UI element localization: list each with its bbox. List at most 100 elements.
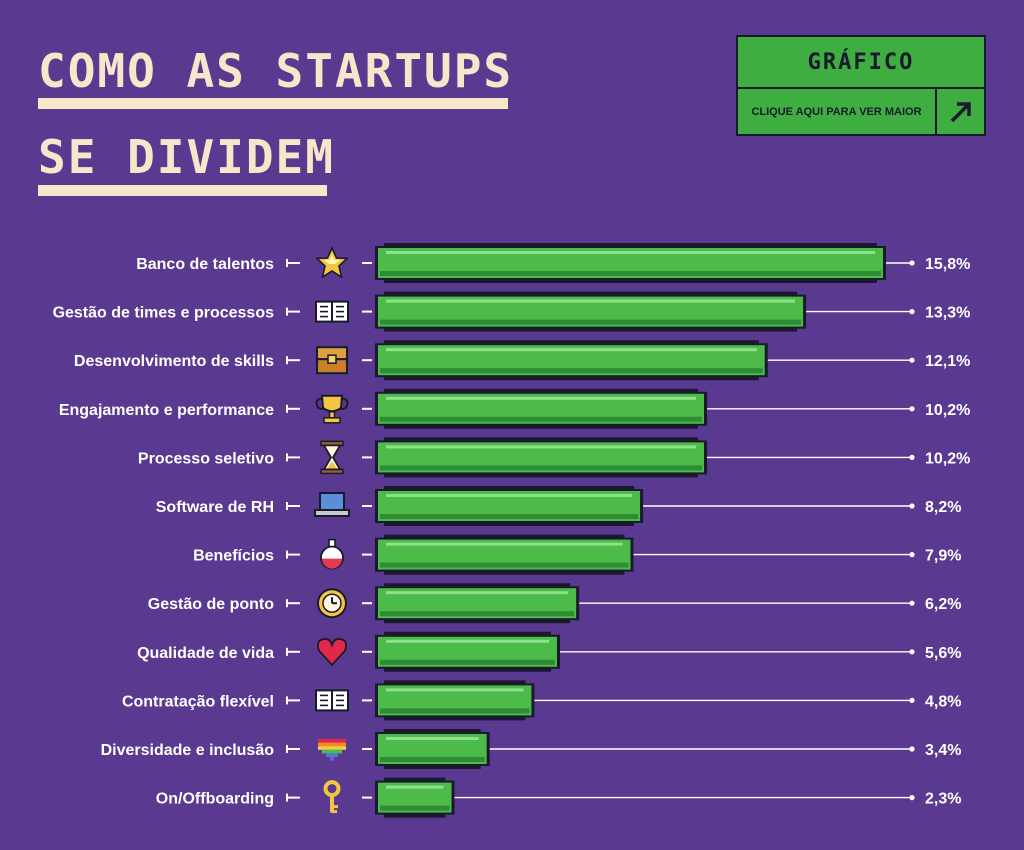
rainbow-stripe: [318, 739, 346, 743]
rainbow-stripe: [322, 749, 342, 754]
leader-dot: [909, 600, 915, 606]
value-label: 13,3%: [925, 305, 970, 322]
category-label: Gestão de ponto: [148, 596, 274, 613]
rainbow-stripe: [330, 757, 334, 761]
laptop-screen: [319, 492, 345, 511]
bar-highlight: [386, 639, 549, 643]
bar-highlight: [386, 299, 796, 303]
value-label: 7,9%: [925, 548, 961, 565]
view-larger-chart-button[interactable]: GRÁFICO CLIQUE AQUI PARA VER MAIOR: [736, 35, 986, 136]
category-label: Diversidade e inclusão: [101, 742, 275, 759]
bar-row: Diversidade e inclusão 3,4%: [101, 729, 961, 769]
star-shine: [324, 254, 340, 264]
key-head: [323, 780, 341, 798]
bar-highlight: [386, 396, 697, 400]
bar-row: Gestão de ponto 6,2%: [148, 583, 961, 624]
bar-highlight: [386, 688, 524, 692]
trophy-base: [323, 417, 341, 424]
rainbow-stripe: [318, 742, 346, 747]
value-label: 10,2%: [925, 402, 970, 419]
trophy-handle: [339, 397, 349, 410]
chest-lock: [327, 354, 337, 364]
clock-icon: [317, 588, 347, 619]
star-icon: [315, 246, 349, 279]
hourglass-glass: [322, 444, 342, 471]
arrow-up-right-icon[interactable]: [935, 89, 984, 134]
title-underline-2: [38, 185, 327, 196]
bar-row: Benefícios 7,9%: [193, 534, 961, 575]
leader-dot: [909, 260, 915, 266]
leader-dot: [909, 406, 915, 412]
bar-shadow: [380, 416, 703, 422]
leader-dot: [909, 746, 915, 752]
bar-highlight: [386, 591, 569, 595]
bar-shadow: [380, 562, 629, 568]
leader-dot: [909, 697, 915, 704]
leader-dot: [909, 503, 915, 509]
cta-title: GRÁFICO: [738, 37, 984, 89]
bar-highlight: [386, 348, 757, 352]
category-label: Banco de talentos: [136, 256, 274, 273]
category-label: On/Offboarding: [156, 791, 274, 808]
value-label: 3,4%: [925, 742, 961, 759]
potion-neck: [328, 538, 336, 548]
potion-icon: [320, 538, 344, 570]
bar-row: Processo seletivo 10,2%: [138, 437, 970, 478]
value-label: 2,3%: [925, 791, 961, 808]
bar-shadow: [380, 368, 763, 374]
bar-highlight: [386, 737, 479, 740]
trophy-cup: [320, 394, 344, 413]
value-label: 12,1%: [925, 353, 970, 370]
heart-icon: [316, 637, 348, 667]
bar-shadow: [380, 271, 881, 276]
trophy-handle: [315, 397, 325, 410]
value-label: 15,8%: [925, 256, 970, 273]
value-label: 4,8%: [925, 693, 961, 710]
book-icon: [315, 689, 349, 712]
hourglass-sand: [327, 461, 337, 469]
bar-shadow: [380, 757, 485, 762]
heart-shape: [316, 637, 348, 667]
leader-dot: [909, 454, 915, 460]
bar-shadow: [380, 805, 450, 811]
bar-row: Gestão de times e processos 13,3%: [53, 291, 970, 332]
bar-row: Desenvolvimento de skills 12,1%: [74, 340, 970, 381]
value-label: 8,2%: [925, 499, 961, 516]
potion-liquid: [322, 558, 342, 569]
value-label: 5,6%: [925, 645, 961, 662]
title-underline-1: [38, 98, 508, 109]
category-label: Qualidade de vida: [137, 645, 274, 662]
trophy-icon: [315, 394, 349, 424]
value-label: 10,2%: [925, 450, 970, 467]
bar-shadow: [380, 611, 575, 617]
rainbow-stripe: [318, 746, 346, 750]
category-label: Software de RH: [156, 499, 274, 516]
bar-row: Contratação flexível 4,8%: [122, 680, 961, 721]
leader-dot: [909, 309, 915, 315]
bar-shadow: [380, 659, 555, 665]
value-label: 6,2%: [925, 596, 961, 613]
chest-icon: [316, 346, 348, 375]
category-label: Engajamento e performance: [59, 402, 274, 419]
leader-dot: [909, 552, 915, 558]
title-line-1: COMO AS STARTUPS: [38, 44, 514, 98]
bar-highlight: [386, 542, 623, 546]
laptop-base: [314, 509, 350, 517]
category-label: Processo seletivo: [138, 450, 274, 467]
rainbow-stripe: [326, 753, 338, 757]
title-line-2: SE DIVIDEM: [38, 130, 335, 184]
bar-highlight: [386, 445, 697, 449]
category-label: Contratação flexível: [122, 693, 274, 710]
bar-shadow: [380, 319, 802, 325]
cta-link-text[interactable]: CLIQUE AQUI PARA VER MAIOR: [751, 105, 922, 118]
category-label: Gestão de times e processos: [53, 305, 275, 322]
bar-shadow: [380, 465, 703, 471]
key-icon: [323, 780, 341, 814]
bar-highlight: [386, 785, 444, 789]
bar-row: Software de RH 8,2%: [156, 486, 961, 526]
leader-dot: [909, 649, 915, 655]
bar-shadow: [380, 708, 530, 714]
rainbow-heart-icon: [318, 739, 346, 761]
bar-shadow: [380, 514, 639, 519]
